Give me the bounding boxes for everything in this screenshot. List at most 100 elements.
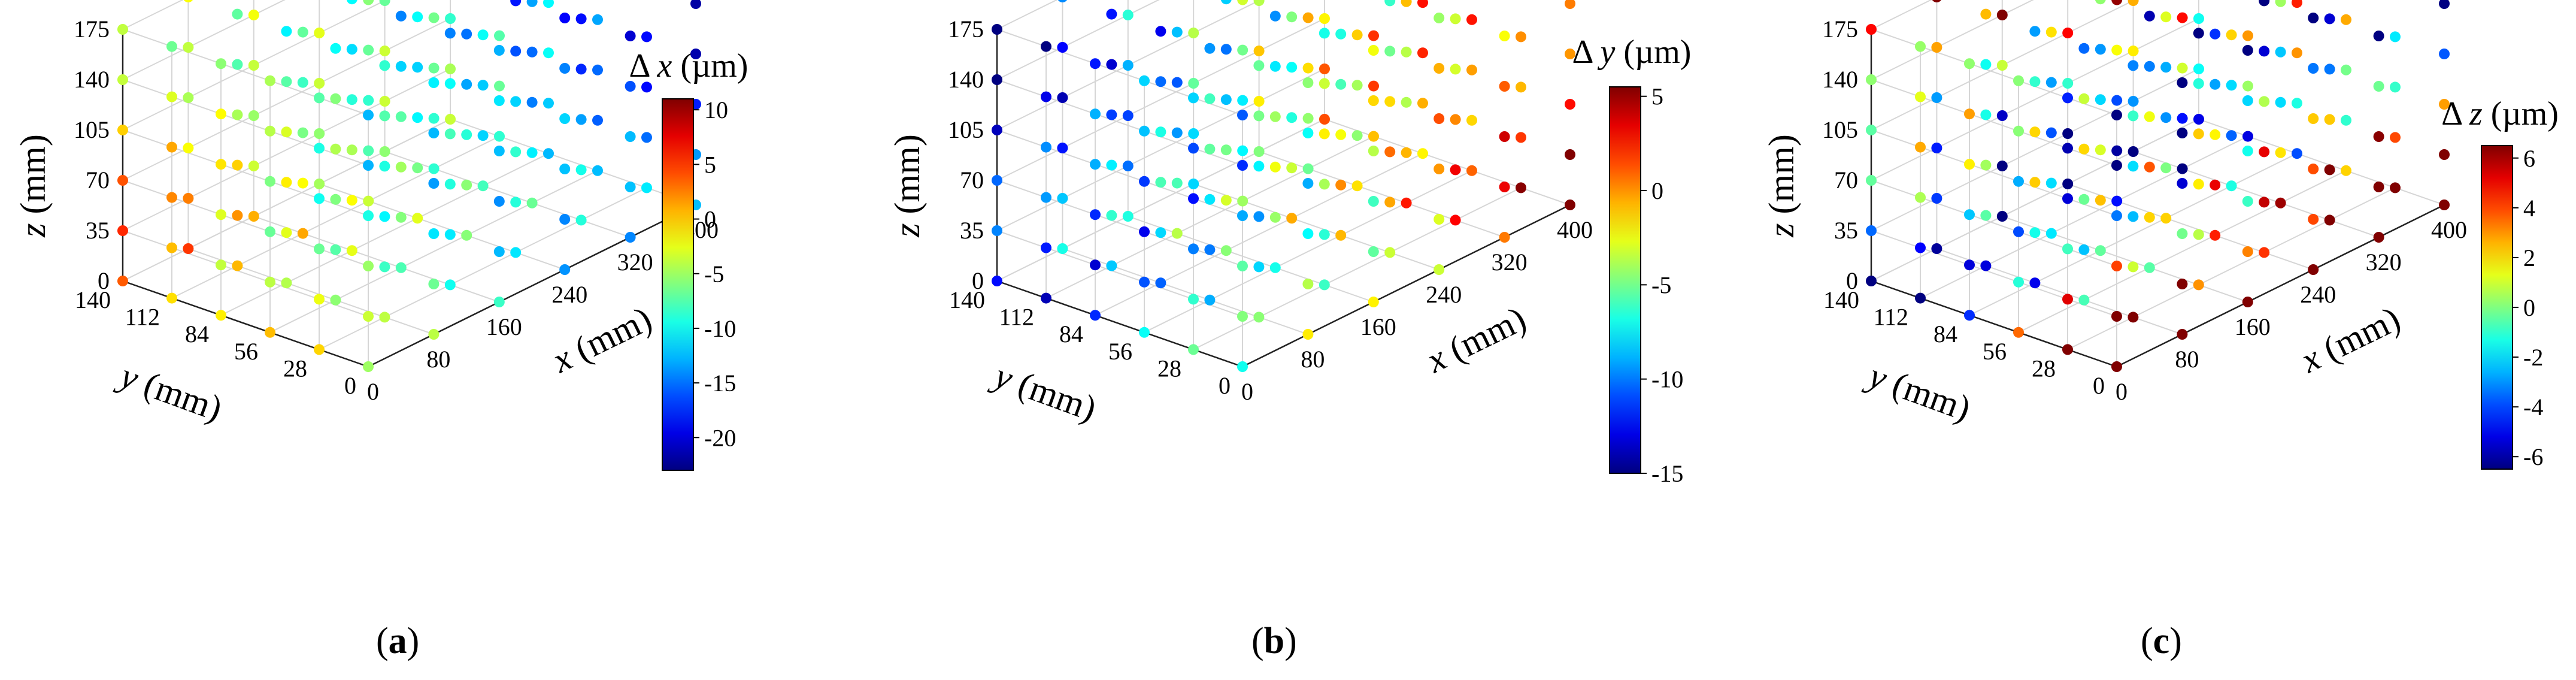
- colorbar-tick-label: -6: [2523, 443, 2543, 470]
- floor-grid-line: [450, 119, 696, 205]
- data-point: [2193, 28, 2204, 39]
- colorbar-title: Δ y (µm): [1572, 34, 1692, 71]
- y-tick-label: 0: [1219, 372, 1231, 399]
- y-axis-line: [996, 280, 1243, 368]
- data-point: [183, 243, 194, 254]
- wall-grid-line: [1871, 79, 2117, 166]
- z-tick-label: 140: [74, 66, 110, 93]
- data-point: [1188, 193, 1199, 204]
- data-point: [1466, 64, 1477, 75]
- colorbar-tick-label: -15: [1651, 460, 1683, 487]
- data-point: [2193, 114, 2204, 125]
- data-point: [1139, 276, 1150, 288]
- z-tick-label: 140: [1822, 66, 1858, 93]
- data-point: [412, 62, 423, 73]
- data-point: [363, 361, 374, 372]
- data-point: [1384, 96, 1396, 107]
- data-point: [2390, 31, 2401, 43]
- wall-grid-line: [1871, 29, 2117, 116]
- panel-a: 0801602403204000285684112140035701051401…: [13, 0, 748, 471]
- z-tick-label: 35: [1834, 217, 1858, 244]
- data-point: [992, 74, 1002, 85]
- data-point: [265, 125, 275, 137]
- data-point: [1417, 148, 1428, 159]
- data-point: [166, 192, 177, 203]
- data-point: [575, 64, 587, 75]
- z-tick-label: 35: [960, 217, 984, 244]
- data-point: [395, 262, 407, 273]
- data-point: [625, 232, 636, 243]
- data-point: [1286, 162, 1298, 174]
- data-point: [1866, 276, 1877, 286]
- data-point: [1253, 161, 1265, 172]
- data-point: [1565, 149, 1575, 160]
- data-point: [248, 110, 259, 121]
- data-point: [1466, 165, 1477, 176]
- data-point: [1057, 0, 1067, 2]
- colorbar: [2481, 145, 2513, 470]
- data-point: [2013, 226, 2024, 237]
- data-point: [1122, 161, 1134, 171]
- z-tick-label: 175: [74, 16, 110, 43]
- data-point: [2308, 113, 2319, 124]
- data-point: [2226, 130, 2237, 141]
- data-point: [395, 111, 407, 122]
- data-point: [1384, 46, 1396, 57]
- data-point: [297, 127, 308, 138]
- data-point: [395, 211, 407, 223]
- data-point: [363, 44, 374, 56]
- data-point: [428, 329, 440, 340]
- data-point: [363, 195, 374, 207]
- data-point: [1302, 12, 1314, 23]
- data-point: [1057, 143, 1068, 153]
- data-point: [2226, 180, 2237, 192]
- data-point: [1041, 292, 1051, 304]
- z-axis-label: z (mm): [887, 134, 927, 238]
- data-point: [2160, 162, 2172, 174]
- data-point: [526, 147, 538, 158]
- data-point: [543, 98, 554, 109]
- data-point: [2078, 194, 2090, 205]
- floor-grid-line: [1144, 170, 1472, 333]
- data-point: [1188, 143, 1199, 154]
- data-point: [1319, 28, 1330, 39]
- data-point: [2242, 246, 2253, 257]
- data-point: [690, 49, 701, 59]
- data-point: [2242, 196, 2253, 207]
- y-tick-label: 140: [949, 286, 985, 313]
- colorbar-tick-label: 6: [2523, 145, 2535, 172]
- wall-grid-line: [122, 79, 369, 166]
- data-point: [281, 26, 292, 37]
- data-point: [2128, 0, 2139, 6]
- data-point: [1155, 227, 1166, 238]
- data-point: [1122, 60, 1134, 71]
- data-point: [117, 125, 128, 135]
- data-point: [1368, 196, 1379, 207]
- data-point: [2013, 75, 2024, 86]
- data-point: [248, 60, 259, 71]
- data-point: [2193, 279, 2204, 291]
- data-point: [2128, 60, 2139, 71]
- data-point: [2160, 213, 2172, 224]
- data-point: [1915, 192, 1926, 203]
- colorbar-tick-label: -15: [704, 370, 736, 397]
- data-point: [379, 46, 390, 56]
- data-point: [2242, 45, 2253, 56]
- data-point: [330, 244, 341, 255]
- y-tick-label: 56: [234, 338, 258, 365]
- data-point: [1155, 277, 1166, 289]
- data-point: [559, 63, 571, 74]
- floor-grid-line: [2002, 216, 2248, 303]
- data-point: [265, 226, 275, 237]
- data-point: [1171, 77, 1183, 88]
- data-point: [1106, 109, 1117, 120]
- data-point: [2111, 311, 2122, 322]
- data-point: [1253, 60, 1265, 71]
- data-point: [543, 0, 554, 8]
- data-point: [2242, 146, 2253, 156]
- data-point: [314, 243, 325, 255]
- data-point: [117, 225, 128, 236]
- data-point: [510, 197, 522, 208]
- data-point: [2292, 148, 2302, 159]
- data-point: [379, 312, 390, 323]
